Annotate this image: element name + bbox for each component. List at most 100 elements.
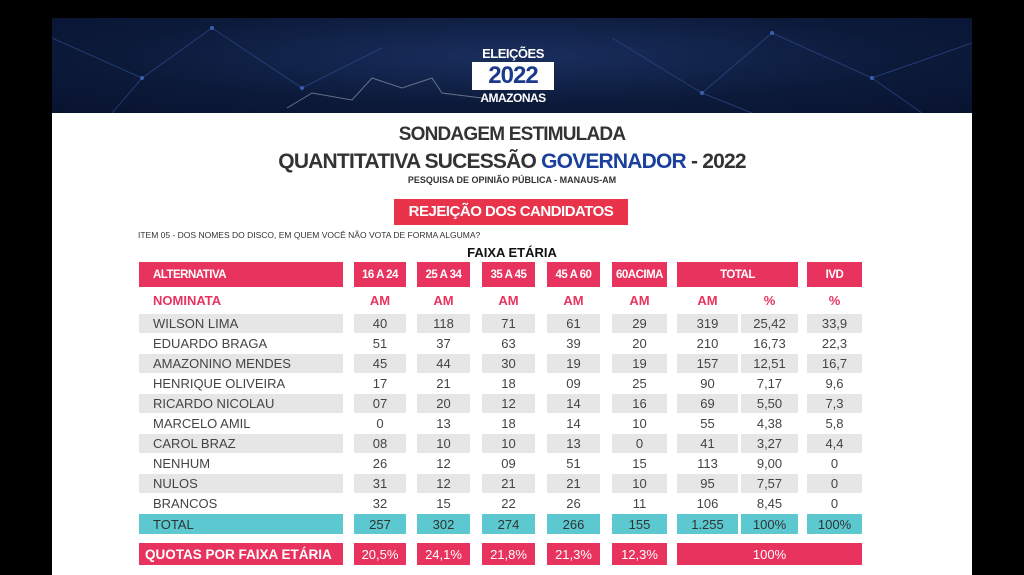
candidate-name: CAROL BRAZ: [139, 434, 343, 453]
section-badge: REJEIÇÃO DOS CANDIDATOS: [394, 199, 628, 225]
table-cell: 51: [566, 456, 581, 471]
table-cell: 71: [482, 314, 535, 333]
candidate-name: HENRIQUE OLIVEIRA: [153, 376, 286, 391]
table-cell: 10: [612, 474, 667, 493]
network-background-graphic: [52, 26, 972, 113]
table-cell: 69: [677, 394, 738, 413]
table-cell: 7,17: [756, 376, 783, 391]
table-cell: 07: [354, 394, 406, 413]
table-cell: 13: [547, 434, 600, 453]
table-cell: 210: [696, 336, 719, 351]
candidate-name: RICARDO NICOLAU: [139, 394, 343, 413]
subheader-cell: NOMINATA: [153, 292, 222, 308]
quota-cell: 24,1%: [417, 543, 470, 565]
candidate-name: EDUARDO BRAGA: [153, 336, 268, 351]
question-text: ITEM 05 - DOS NOMES DO DISCO, EM QUEM VO…: [138, 230, 481, 240]
table-cell: 22,3: [821, 336, 848, 351]
table-cell: 21: [436, 376, 451, 391]
table-cell: 22: [501, 496, 516, 511]
candidate-name: WILSON LIMA: [139, 314, 343, 333]
table-cell: 12: [482, 394, 535, 413]
header-cell: ALTERNATIVA: [139, 262, 343, 287]
header-cell: IVD: [807, 262, 862, 287]
table-cell: 55: [700, 416, 715, 431]
table-cell: 10: [417, 434, 470, 453]
title-line1: SONDAGEM ESTIMULADA: [398, 124, 626, 145]
table-cell: 95: [677, 474, 738, 493]
table-cell: 0: [830, 496, 839, 511]
table-cell: 26: [372, 456, 388, 471]
quota-cell: 12,3%: [612, 543, 667, 565]
subheader-cell: AM: [629, 292, 650, 308]
table-cell: 19: [612, 354, 667, 373]
table-cell: 21: [547, 474, 600, 493]
subheader-cell: AM: [498, 292, 519, 308]
table-cell: 9,00: [756, 456, 783, 471]
table-cell: 21: [482, 474, 535, 493]
candidate-name: NULOS: [139, 474, 343, 493]
table-cell: 7,3: [807, 394, 862, 413]
quota-cell: QUOTAS POR FAIXA ETÁRIA: [139, 543, 343, 565]
table-cell: 157: [677, 354, 738, 373]
title-line2: QUANTITATIVA SUCESSÃO GOVERNADOR - 2022: [52, 150, 972, 174]
table-cell: 45: [354, 354, 406, 373]
header-cell: 60ACIMA: [612, 262, 667, 287]
table-cell: 61: [547, 314, 600, 333]
table-cell: 16: [612, 394, 667, 413]
table-cell: 20: [632, 336, 647, 351]
subheader-cell: AM: [433, 292, 454, 308]
table-cell: 13: [436, 416, 451, 431]
candidate-name: NENHUM: [153, 456, 211, 471]
table-cell: 09: [501, 456, 516, 471]
table-cell: 0: [376, 416, 384, 431]
subheader-cell: %: [763, 292, 776, 308]
table-cell: 33,9: [807, 314, 862, 333]
table-cell: 26: [566, 496, 581, 511]
table-cell: 8,45: [756, 496, 783, 511]
candidate-name: MARCELO AMIL: [153, 416, 251, 431]
table-cell: 40: [354, 314, 406, 333]
logo-line1: ELEIÇÕES: [482, 46, 544, 61]
header-cell: TOTAL: [677, 262, 798, 287]
table-cell: 44: [417, 354, 470, 373]
table-cell: 11: [632, 496, 647, 511]
table-cell: 319: [677, 314, 738, 333]
table-cell: 10: [482, 434, 535, 453]
poll-page: ELEIÇÕES 2022 AMAZONAS SONDAGEM ESTIMULA…: [52, 18, 972, 575]
table-cell: 5,50: [741, 394, 798, 413]
total-cell: 274: [482, 514, 535, 534]
header-banner: ELEIÇÕES 2022 AMAZONAS: [52, 18, 972, 113]
table-cell: 113: [697, 456, 718, 471]
table-cell: 9,6: [825, 376, 844, 391]
table-cell: 19: [547, 354, 600, 373]
total-cell: 155: [612, 514, 667, 534]
total-cell: 1.255: [677, 514, 738, 534]
table-cell: 08: [354, 434, 406, 453]
total-cell: 266: [547, 514, 600, 534]
table-cell: 118: [417, 314, 470, 333]
quota-cell: 100%: [677, 543, 862, 565]
table-cell: 15: [436, 496, 451, 511]
group-label: FAIXA ETÁRIA: [467, 245, 557, 260]
table-cell: 20: [417, 394, 470, 413]
table-cell: 16,7: [807, 354, 862, 373]
table-cell: 09: [566, 376, 581, 391]
table-cell: 25: [632, 376, 647, 391]
elections-logo: ELEIÇÕES 2022 AMAZONAS: [472, 46, 554, 105]
table-cell: 31: [354, 474, 406, 493]
table-cell: 0: [612, 434, 667, 453]
table-cell: 5,8: [825, 416, 844, 431]
table-cell: 15: [632, 456, 647, 471]
title-part-year: - 2022: [685, 150, 747, 173]
table-cell: 12: [436, 456, 451, 471]
table-cell: 12: [417, 474, 470, 493]
header-cell: 16 A 24: [354, 262, 406, 287]
candidate-name: BRANCOS: [153, 496, 218, 511]
table-cell: 7,57: [741, 474, 798, 493]
total-cell: 100%: [807, 514, 862, 534]
table-cell: 18: [501, 376, 516, 391]
table-cell: 14: [547, 394, 600, 413]
total-cell: 302: [417, 514, 470, 534]
subheader-cell: AM: [369, 292, 391, 308]
table-cell: 51: [372, 336, 388, 351]
